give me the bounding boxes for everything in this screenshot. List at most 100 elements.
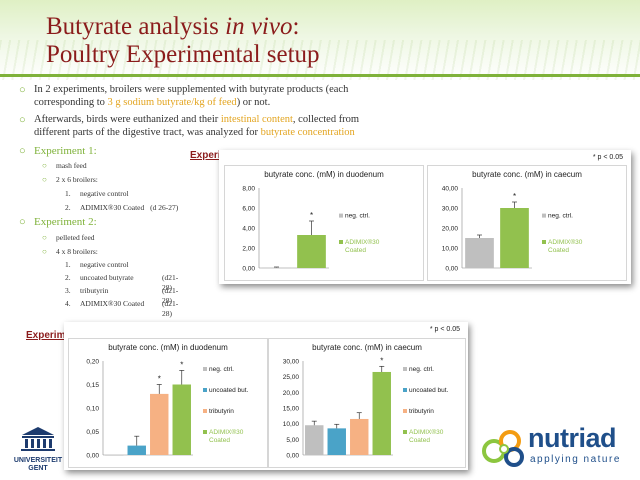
experiment-1-group-1: 1. negative control: [65, 189, 129, 199]
y-tick-label: 0,00: [286, 453, 299, 460]
legend-swatch: [542, 240, 546, 244]
experiment-2-group-2: 2. uncoated butyrate (d21-28): [65, 273, 178, 292]
legend-label: ADIMIX®30: [409, 428, 444, 436]
bar: [327, 428, 346, 455]
legend-label-line-2: Coated: [345, 247, 366, 254]
legend-label: neg. ctrl.: [345, 213, 370, 220]
y-tick-label: 6,00: [242, 206, 255, 213]
feed-text: mash feed: [56, 161, 87, 170]
experiment-1-feed: ○ mash feed: [42, 161, 87, 171]
legend-swatch: [203, 388, 207, 392]
chart-caecum-exp2: butyrate conc. (mM) in caecum 0,00 5,00 10…: [268, 338, 466, 468]
legend-swatch: [403, 388, 407, 392]
bar: [262, 267, 291, 269]
y-tick-label: 0,05: [86, 429, 99, 436]
y-tick-label: 0,00: [242, 266, 255, 273]
experiment-1-heading: ○ Experiment 1:: [19, 145, 97, 158]
group-days: (d21-28): [162, 299, 179, 318]
chart-duodenum-exp2: butyrate conc. (mM) in duodenum 0,00 0,05…: [68, 338, 268, 468]
group-number: 1.: [65, 189, 71, 198]
experiment-2-panel: * p < 0.05 butyrate conc. (mM) in duoden…: [64, 322, 468, 470]
title-underline: [0, 74, 640, 77]
ugent-building-icon: [21, 427, 55, 451]
header-grass-banner: [0, 0, 640, 80]
chart-title: butyrate conc. (mM) in caecum: [472, 170, 582, 179]
nutriad-wordmark: nutriad: [528, 423, 617, 453]
significance-star: *: [158, 375, 161, 384]
experiment-2-feed: ○ pelleted feed: [42, 233, 95, 243]
group-name: tributyrin: [80, 286, 109, 295]
chart-caecum-exp1: butyrate conc. (mM) in caecum 0,00 10,00 2…: [427, 165, 627, 281]
y-tick-label: 20,00: [442, 226, 459, 233]
bullet-2-text-2: different parts of the digestive tract, …: [34, 126, 261, 138]
y-tick-label: 20,00: [283, 390, 300, 397]
legend-label-line-2: Coated: [548, 247, 569, 254]
y-tick-label: 5,00: [286, 437, 299, 444]
bullet-2: ○ Afterwards, birds were euthanized and …: [19, 114, 414, 139]
legend-label: neg. ctrl.: [209, 366, 234, 373]
legend-swatch: [403, 409, 407, 413]
design-text: 4 x 8 broilers:: [56, 247, 98, 256]
experiment-2-label: Experiment 2: [26, 330, 89, 341]
group-days: (d21-28): [162, 286, 179, 305]
group-number: 2.: [65, 203, 71, 212]
group-number: 3.: [65, 286, 71, 295]
sub-bullet-icon: ○: [42, 233, 47, 242]
nutriad-swirl-icon: [482, 430, 524, 467]
bullet-1-line-1: In 2 experiments, broilers were suppleme…: [34, 84, 349, 95]
legend-label: tributyrin: [209, 408, 234, 415]
experiment-2-group-3: 3. tributyrin (d21-28): [65, 286, 178, 305]
sub-bullet-icon: ○: [42, 247, 47, 256]
nutriad-tagline: applying nature: [530, 454, 621, 465]
significance-star: *: [310, 211, 313, 220]
y-tick-label: 0,20: [86, 359, 99, 366]
legend-label-line-2: Coated: [409, 437, 430, 444]
bullet-2-mid: , collected from: [292, 114, 360, 125]
y-tick-label: 0,00: [86, 453, 99, 460]
chart-svg: 0,00 2,00 4,00 6,00 8,00 * neg. ctrl. ADIMIX®30…: [242, 186, 379, 273]
bullet-circle-icon: ○: [19, 114, 26, 126]
chart-title: butyrate conc. (mM) in caecum: [312, 343, 422, 352]
group-days: (d21-28): [162, 273, 179, 292]
ugent-text-2: GENT: [28, 465, 48, 472]
chart-duodenum-exp1: butyrate conc. (mM) in duodenum 0,00 2,00…: [224, 165, 424, 281]
chart-svg: 0,00 0,05 0,10 0,15 0,20 * * neg. ctrl. uncoated…: [86, 359, 249, 460]
title-italic-text: in vivo: [225, 13, 293, 40]
bar: [372, 371, 391, 455]
y-tick-label: 10,00: [283, 421, 300, 428]
bullet-2-text: Afterwards, birds were euthanized and th…: [34, 114, 221, 125]
group-name: ADIMIX®30 Coated: [80, 299, 145, 308]
ugent-logo: UNIVERSITEIT GENT: [8, 426, 68, 473]
bar: [350, 418, 369, 455]
experiment-1-group-2: 2. ADIMIX®30 Coated (d 26-27): [65, 203, 178, 213]
bullet-circle-icon: ○: [19, 84, 26, 96]
feed-text: pelleted feed: [56, 233, 95, 242]
y-tick-label: 10,00: [442, 246, 459, 253]
y-tick-label: 4,00: [242, 226, 255, 233]
legend-swatch: [203, 409, 207, 413]
experiment-2-heading-text: Experiment 2:: [34, 216, 97, 228]
bar: [305, 425, 324, 455]
legend-label: uncoated but.: [209, 387, 249, 394]
significance-note: * p < 0.05: [429, 326, 460, 333]
bar: [127, 445, 146, 455]
group-name: uncoated butyrate: [80, 273, 134, 282]
slide-title: Butyrate analysis in vivo: Poultry Exper…: [46, 13, 320, 69]
sub-bullet-icon: ○: [42, 161, 47, 170]
experiment-2-heading: ○ Experiment 2:: [19, 216, 97, 229]
legend-swatch: [542, 213, 546, 218]
legend-swatch: [203, 430, 207, 434]
chart-title: butyrate conc. (mM) in duodenum: [264, 170, 384, 179]
experiment-1-panel: * p < 0.05 butyrate conc. (mM) in duoden…: [219, 150, 631, 284]
y-tick-label: 30,00: [442, 206, 459, 213]
bullet-2-highlight-2: butyrate concentration: [260, 126, 355, 138]
bullet-circle-icon: ○: [19, 145, 26, 157]
bar: [297, 235, 326, 268]
legend-label: ADIMIX®30: [548, 238, 583, 246]
legend-label: ADIMIX®30: [209, 428, 244, 436]
experiment-2-group-4: 4. ADIMIX®30 Coated (d21-28): [65, 299, 178, 318]
group-name: negative control: [80, 260, 129, 269]
experiment-2-group-1: 1. negative control: [65, 260, 129, 270]
sub-bullet-icon: ○: [42, 175, 47, 184]
bar: [172, 384, 191, 455]
